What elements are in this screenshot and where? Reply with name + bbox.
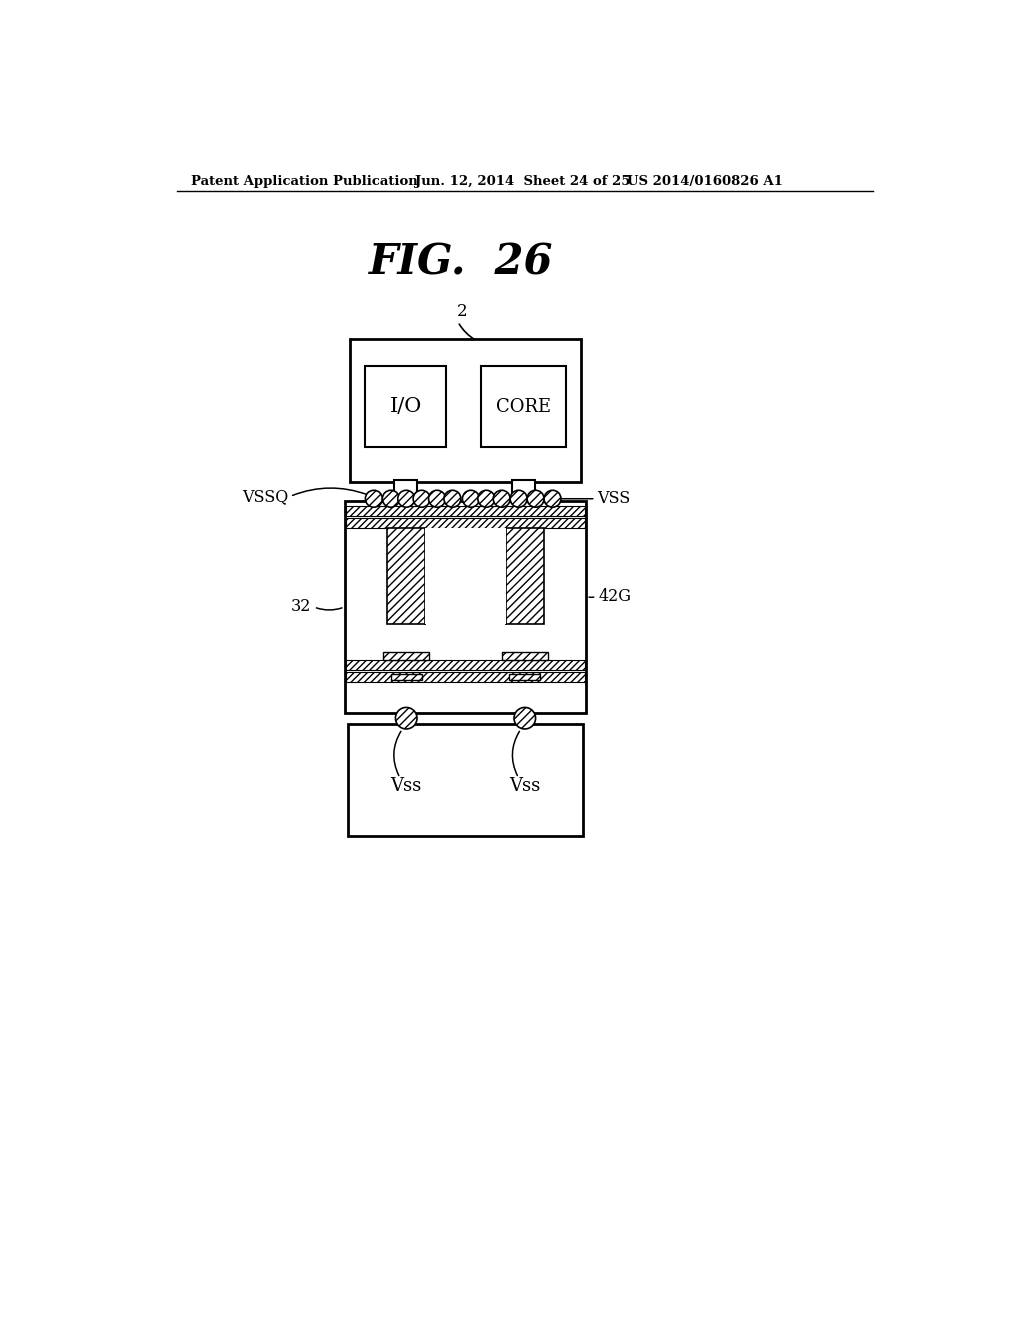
Bar: [512, 480, 535, 496]
Text: US 2014/0160826 A1: US 2014/0160826 A1: [628, 176, 783, 187]
Circle shape: [366, 490, 382, 507]
Text: CORE: CORE: [496, 397, 551, 416]
Text: I/O: I/O: [390, 397, 422, 416]
Bar: [366, 367, 446, 447]
Circle shape: [413, 490, 430, 507]
Circle shape: [397, 490, 415, 507]
Bar: [391, 675, 422, 681]
Bar: [346, 517, 585, 528]
Circle shape: [510, 490, 527, 507]
Bar: [383, 652, 429, 660]
Bar: [394, 480, 417, 496]
Bar: [481, 367, 565, 447]
Text: 32: 32: [291, 598, 311, 615]
Text: VSS: VSS: [597, 490, 631, 507]
Bar: [506, 528, 544, 624]
Bar: [346, 672, 585, 682]
Bar: [502, 652, 548, 660]
Text: Vss: Vss: [509, 776, 541, 795]
Bar: [346, 507, 585, 516]
Bar: [350, 339, 581, 482]
Circle shape: [429, 490, 445, 507]
Circle shape: [514, 708, 536, 729]
Bar: [509, 675, 541, 681]
Bar: [346, 660, 585, 669]
Circle shape: [494, 490, 510, 507]
Circle shape: [444, 490, 461, 507]
Text: 2: 2: [457, 304, 467, 321]
Text: VSSQ: VSSQ: [242, 488, 289, 506]
Text: Patent Application Publication: Patent Application Publication: [190, 176, 418, 187]
Circle shape: [463, 490, 479, 507]
Bar: [425, 528, 506, 624]
Bar: [345, 502, 587, 713]
Text: Jun. 12, 2014  Sheet 24 of 25: Jun. 12, 2014 Sheet 24 of 25: [416, 176, 631, 187]
Circle shape: [395, 708, 417, 729]
Circle shape: [382, 490, 399, 507]
Bar: [348, 725, 584, 836]
Circle shape: [527, 490, 544, 507]
Bar: [387, 528, 425, 624]
Circle shape: [478, 490, 495, 507]
Circle shape: [544, 490, 561, 507]
Text: 42G: 42G: [599, 587, 632, 605]
Text: Vss: Vss: [390, 776, 422, 795]
Text: FIG.  26: FIG. 26: [370, 242, 554, 284]
